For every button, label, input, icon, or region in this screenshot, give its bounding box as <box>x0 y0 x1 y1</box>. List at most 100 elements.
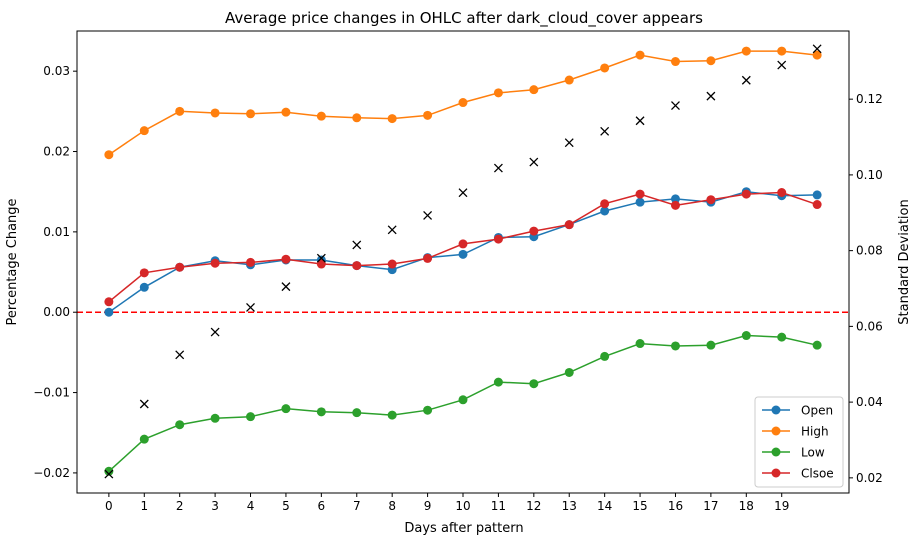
legend-marker-clsoe <box>771 468 781 478</box>
data-point-clsoe <box>246 257 256 267</box>
x-tick-label: 14 <box>597 499 612 513</box>
std-dev-marker <box>812 44 822 54</box>
legend-label-open: Open <box>801 404 833 418</box>
std-dev-marker <box>635 116 645 126</box>
x-tick-label: 11 <box>491 499 506 513</box>
legend-label-clsoe: Clsoe <box>801 467 834 481</box>
x-tick-label: 19 <box>774 499 789 513</box>
x-tick-label: 17 <box>703 499 718 513</box>
x-tick-label: 12 <box>526 499 541 513</box>
y2-tick-label: 0.02 <box>856 471 883 485</box>
x-tick-label: 9 <box>424 499 432 513</box>
legend: Open High Low Clsoe <box>754 396 844 488</box>
data-point-clsoe <box>281 254 291 264</box>
x-tick-label: 7 <box>353 499 361 513</box>
y-tick-label: 0.00 <box>43 305 70 319</box>
data-point-high <box>670 57 680 67</box>
y2-tick-label: 0.06 <box>856 319 883 333</box>
std-dev-marker <box>529 157 539 167</box>
data-point-low <box>210 413 220 423</box>
std-dev-marker <box>741 75 751 85</box>
data-point-clsoe <box>600 199 610 209</box>
x-axis-label: Days after pattern <box>404 521 523 536</box>
std-dev-marker <box>352 240 362 250</box>
data-point-high <box>600 63 610 73</box>
x-tick-label: 3 <box>211 499 219 513</box>
data-point-clsoe <box>139 268 149 278</box>
y2-tick-label: 0.12 <box>856 92 883 106</box>
x-tick-label: 4 <box>247 499 255 513</box>
data-point-high <box>493 88 503 98</box>
data-point-high <box>104 150 114 160</box>
x-tick-label: 10 <box>455 499 470 513</box>
data-point-low <box>458 395 468 405</box>
x-tick-label: 13 <box>562 499 577 513</box>
y-tick-label: 0.03 <box>43 64 70 78</box>
data-point-clsoe <box>387 259 397 269</box>
data-point-high <box>741 46 751 56</box>
data-point-low <box>635 339 645 349</box>
std-dev-marker <box>139 399 149 409</box>
data-point-high <box>812 50 822 60</box>
data-point-open <box>458 249 468 259</box>
data-point-clsoe <box>316 259 326 269</box>
y2-tick-label: 0.10 <box>856 168 883 182</box>
data-point-low <box>670 341 680 351</box>
data-point-low <box>706 340 716 350</box>
x-tick-label: 2 <box>176 499 184 513</box>
data-point-clsoe <box>210 258 220 268</box>
data-point-high <box>387 114 397 124</box>
data-point-low <box>777 332 787 342</box>
data-point-clsoe <box>706 195 716 205</box>
data-point-open <box>600 206 610 216</box>
data-point-open <box>104 307 114 317</box>
data-point-open <box>139 282 149 292</box>
y-tick-label: 0.02 <box>43 145 70 159</box>
data-point-low <box>104 466 114 476</box>
std-dev-marker <box>387 225 397 235</box>
data-point-open <box>635 197 645 207</box>
std-dev-marker <box>104 469 114 479</box>
y2-axis-label: Standard Deviation <box>897 199 912 324</box>
data-point-high <box>210 108 220 118</box>
data-point-clsoe <box>741 189 751 199</box>
data-point-low <box>741 331 751 341</box>
y-tick-label: 0.01 <box>43 225 70 239</box>
chart-title: Average price changes in OHLC after dark… <box>225 9 703 28</box>
data-point-clsoe <box>493 234 503 244</box>
y-axis-label: Percentage Change <box>5 198 20 325</box>
data-point-clsoe <box>777 187 787 197</box>
data-point-high <box>564 75 574 85</box>
data-point-clsoe <box>529 226 539 236</box>
data-point-low <box>281 404 291 414</box>
y2-tick-label: 0.04 <box>856 395 883 409</box>
std-dev-marker <box>600 126 610 136</box>
data-point-low <box>423 405 433 415</box>
x-tick-label: 18 <box>739 499 754 513</box>
std-dev-marker <box>210 327 220 337</box>
legend-marker-high <box>771 426 781 436</box>
legend-frame <box>754 396 844 488</box>
data-point-low <box>352 408 362 418</box>
std-dev-marker <box>423 210 433 220</box>
data-point-low <box>316 407 326 417</box>
y2-tick-label: 0.08 <box>856 244 883 258</box>
data-point-low <box>564 367 574 377</box>
data-point-low <box>529 379 539 389</box>
std-dev-marker <box>564 138 574 148</box>
data-point-clsoe <box>352 261 362 271</box>
data-point-low <box>139 434 149 444</box>
data-point-clsoe <box>635 189 645 199</box>
data-point-clsoe <box>812 200 822 210</box>
y-tick-label: −0.01 <box>33 386 70 400</box>
std-dev-marker <box>316 253 326 263</box>
x-tick-label: 6 <box>318 499 326 513</box>
data-point-high <box>246 109 256 119</box>
data-point-clsoe <box>670 200 680 210</box>
std-dev-marker <box>246 302 255 312</box>
std-dev-marker <box>777 60 787 70</box>
x-tick-label: 15 <box>632 499 647 513</box>
data-point-low <box>387 410 397 420</box>
data-point-open <box>812 190 822 200</box>
